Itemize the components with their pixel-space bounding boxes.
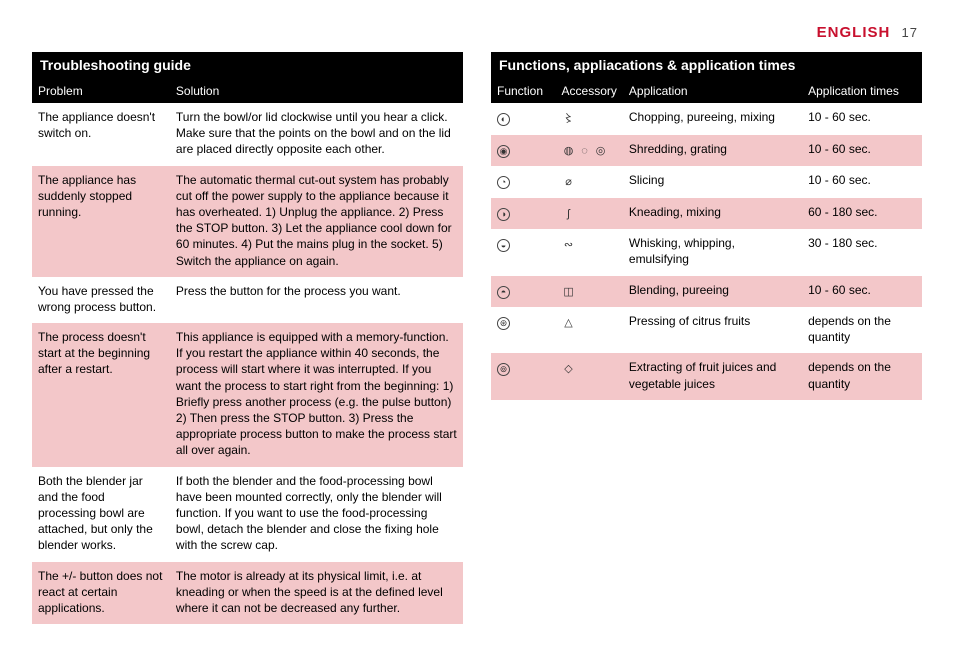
- application-cell: Shredding, grating: [623, 135, 802, 167]
- table-row: ◒ ∾ Whisking, whipping, emulsifying30 - 18…: [491, 229, 922, 275]
- function-icon-cell: ◐: [491, 103, 556, 135]
- table-row: The appliance has suddenly stopped runni…: [32, 166, 463, 277]
- function-icon-cell: ◑: [491, 198, 556, 230]
- application-time-cell: 60 - 180 sec.: [802, 198, 922, 230]
- troubleshooting-title: Troubleshooting guide: [32, 52, 463, 79]
- application-time-cell: 10 - 60 sec.: [802, 166, 922, 198]
- table-row: ◑ ʃ Kneading, mixing60 - 180 sec.: [491, 198, 922, 230]
- accessory-icon-cell: ◍◌◎: [556, 135, 623, 167]
- table-row: ⊚ ◇ Extracting of fruit juices and vegetab…: [491, 353, 922, 399]
- hook-icon: ʃ: [562, 207, 576, 221]
- application-cell: Pressing of citrus fruits: [623, 307, 802, 353]
- table-row: ◓ ◫ Blending, pureeing10 - 60 sec.: [491, 276, 922, 308]
- function-icon-cell: ◉: [491, 135, 556, 167]
- accessory-icon-cell: ⌀: [556, 166, 623, 198]
- chop-icon: ◐: [497, 113, 510, 126]
- problem-cell: The appliance doesn't switch on.: [32, 103, 170, 166]
- table-row: The process doesn't start at the beginni…: [32, 323, 463, 467]
- application-cell: Blending, pureeing: [623, 276, 802, 308]
- function-icon-cell: ◔: [491, 166, 556, 198]
- table-row: ⊛ △ Pressing of citrus fruitsdepends on th…: [491, 307, 922, 353]
- function-icon-cell: ⊚: [491, 353, 556, 399]
- problem-cell: You have pressed the wrong process butto…: [32, 277, 170, 323]
- problem-cell: The appliance has suddenly stopped runni…: [32, 166, 170, 277]
- juicer-icon: ◇: [562, 362, 576, 376]
- application-cell: Extracting of fruit juices and vegetable…: [623, 353, 802, 399]
- function-icon-cell: ◓: [491, 276, 556, 308]
- jar-icon: ◫: [562, 285, 576, 299]
- header-language: English: [817, 24, 891, 41]
- table-row: The +/- button does not react at certain…: [32, 562, 463, 625]
- application-cell: Whisking, whipping, emulsifying: [623, 229, 802, 275]
- accessory-icon-cell: △: [556, 307, 623, 353]
- accessory-icon-cell: ◇: [556, 353, 623, 399]
- application-time-cell: 10 - 60 sec.: [802, 276, 922, 308]
- slicer-icon: ⌀: [562, 175, 576, 189]
- trouble-col-problem: Problem: [32, 79, 170, 103]
- problem-cell: The +/- button does not react at certain…: [32, 562, 170, 625]
- application-cell: Chopping, pureeing, mixing: [623, 103, 802, 135]
- blade-icon: 〻: [562, 112, 576, 126]
- application-time-cell: 30 - 180 sec.: [802, 229, 922, 275]
- knead-icon: ◑: [497, 208, 510, 221]
- accessory-icon-cell: ʃ: [556, 198, 623, 230]
- functions-table: Function Accessory Application Applicati…: [491, 79, 922, 400]
- application-time-cell: 10 - 60 sec.: [802, 135, 922, 167]
- accessory-icon-cell: ◫: [556, 276, 623, 308]
- func-col-times: Application times: [802, 79, 922, 103]
- slice-icon: ◔: [497, 176, 510, 189]
- problem-cell: The process doesn't start at the beginni…: [32, 323, 170, 467]
- disc-c-icon: ◎: [594, 144, 608, 158]
- blend-icon: ◓: [497, 286, 510, 299]
- table-row: The appliance doesn't switch on.Turn the…: [32, 103, 463, 166]
- application-cell: Kneading, mixing: [623, 198, 802, 230]
- func-col-application: Application: [623, 79, 802, 103]
- cone-icon: △: [562, 316, 576, 330]
- function-icon-cell: ⊛: [491, 307, 556, 353]
- application-cell: Slicing: [623, 166, 802, 198]
- table-row: ◐ 〻 Chopping, pureeing, mixing10 - 60 sec.: [491, 103, 922, 135]
- table-row: ◔ ⌀ Slicing10 - 60 sec.: [491, 166, 922, 198]
- application-time-cell: depends on the quantity: [802, 353, 922, 399]
- table-row: You have pressed the wrong process butto…: [32, 277, 463, 323]
- application-time-cell: 10 - 60 sec.: [802, 103, 922, 135]
- solution-cell: Turn the bowl/or lid clockwise until you…: [170, 103, 463, 166]
- whisk-icon: ◒: [497, 239, 510, 252]
- solution-cell: The automatic thermal cut-out system has…: [170, 166, 463, 277]
- accessory-icon-cell: 〻: [556, 103, 623, 135]
- solution-cell: Press the button for the process you wan…: [170, 277, 463, 323]
- troubleshooting-table: Problem Solution The appliance doesn't s…: [32, 79, 463, 624]
- juice-icon: ⊚: [497, 363, 510, 376]
- disc-b-icon: ◌: [578, 144, 592, 158]
- solution-cell: The motor is already at its physical lim…: [170, 562, 463, 625]
- disc-a-icon: ◍: [562, 144, 576, 158]
- balloon-icon: ∾: [562, 238, 576, 252]
- problem-cell: Both the blender jar and the food proces…: [32, 467, 170, 562]
- header-page-number: 17: [902, 25, 918, 40]
- trouble-col-solution: Solution: [170, 79, 463, 103]
- citrus-icon: ⊛: [497, 317, 510, 330]
- func-col-function: Function: [491, 79, 556, 103]
- func-col-accessory: Accessory: [556, 79, 623, 103]
- application-time-cell: depends on the quantity: [802, 307, 922, 353]
- function-icon-cell: ◒: [491, 229, 556, 275]
- table-row: ◉◍◌◎Shredding, grating10 - 60 sec.: [491, 135, 922, 167]
- accessory-icon-cell: ∾: [556, 229, 623, 275]
- functions-title: Functions, appliacations & application t…: [491, 52, 922, 79]
- solution-cell: If both the blender and the food-process…: [170, 467, 463, 562]
- solution-cell: This appliance is equipped with a memory…: [170, 323, 463, 467]
- shred-icon: ◉: [497, 145, 510, 158]
- table-row: Both the blender jar and the food proces…: [32, 467, 463, 562]
